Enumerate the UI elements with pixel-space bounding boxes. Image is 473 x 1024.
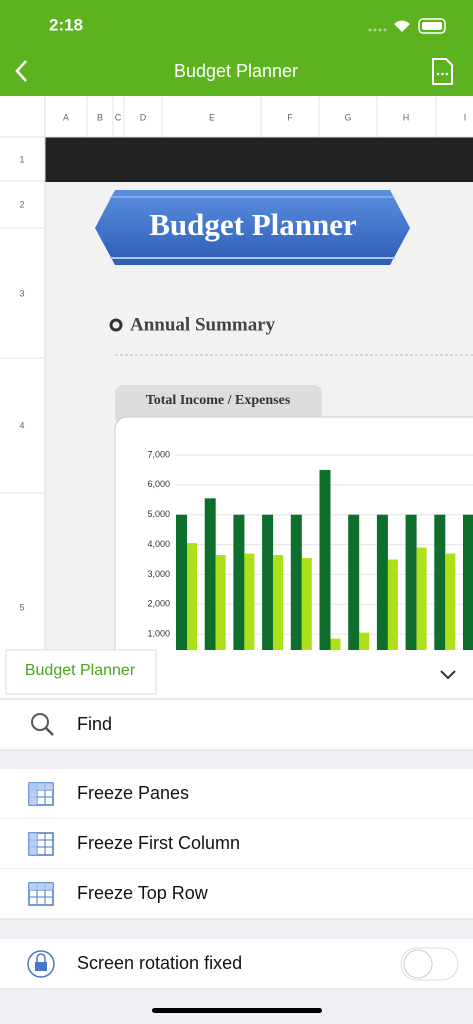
column-header: H xyxy=(403,112,410,122)
freeze-highlight xyxy=(29,783,37,805)
banner xyxy=(95,190,410,265)
bar xyxy=(176,514,187,650)
bar xyxy=(233,514,245,650)
menu-item-label: Freeze Panes xyxy=(77,783,189,803)
freeze-highlight xyxy=(29,883,53,890)
y-tick-label: 6,000 xyxy=(147,479,170,489)
search-icon xyxy=(31,713,49,731)
column-header: C xyxy=(115,112,122,122)
dark-band xyxy=(45,137,473,182)
nav-title: Budget Planner xyxy=(174,61,298,81)
column-header: E xyxy=(209,112,215,122)
bar xyxy=(416,547,427,650)
section-title: Annual Summary xyxy=(130,314,276,335)
bar xyxy=(359,632,370,650)
bar xyxy=(348,514,360,650)
row-header: 3 xyxy=(19,288,24,298)
bar xyxy=(187,543,197,650)
chart-tab xyxy=(115,385,322,425)
banner-title: Budget Planner xyxy=(149,207,357,242)
freeze-icon xyxy=(29,833,53,855)
bar xyxy=(330,638,341,650)
bar xyxy=(463,514,473,650)
header xyxy=(0,0,473,96)
menu-item[interactable] xyxy=(0,700,473,750)
file-button[interactable] xyxy=(432,58,453,85)
bar xyxy=(215,555,226,650)
freeze-highlight xyxy=(29,833,37,855)
menu-item[interactable] xyxy=(0,769,473,819)
rotation-icon xyxy=(27,950,55,978)
back-button[interactable] xyxy=(15,60,27,82)
bar xyxy=(434,514,446,650)
row-header: 5 xyxy=(19,602,24,612)
y-tick-label: 2,000 xyxy=(147,599,170,609)
bar xyxy=(376,514,388,650)
menu-item-label: Find xyxy=(77,714,112,734)
column-header: D xyxy=(140,112,147,122)
status-icons xyxy=(368,18,446,34)
bar xyxy=(405,514,417,650)
bar xyxy=(319,469,331,650)
column-header: A xyxy=(63,112,69,122)
y-tick-label: 1,000 xyxy=(147,629,170,639)
y-tick-label: 7,000 xyxy=(147,449,170,459)
sheet-tab[interactable] xyxy=(5,649,157,695)
column-header: G xyxy=(344,112,351,122)
row-header: 1 xyxy=(19,154,24,164)
menu-item-label: Freeze First Column xyxy=(77,833,240,853)
home-indicator xyxy=(152,1008,322,1013)
y-tick-label: 5,000 xyxy=(147,509,170,519)
rotation-icon xyxy=(35,962,47,971)
bar xyxy=(387,559,398,650)
y-tick-label: 4,000 xyxy=(147,539,170,549)
bar xyxy=(273,555,284,650)
freeze-highlight xyxy=(29,783,53,790)
y-tick-label: 3,000 xyxy=(147,569,170,579)
menu-item-label: Screen rotation fixed xyxy=(77,953,242,973)
toggle-knob xyxy=(403,949,433,979)
rotation-icon xyxy=(36,953,46,962)
menu-item-label: Freeze Top Row xyxy=(77,883,209,903)
bar xyxy=(244,553,255,650)
row-header: 2 xyxy=(19,199,24,209)
menu-item[interactable] xyxy=(0,869,473,919)
chart-title: Total Income / Expenses xyxy=(146,393,291,408)
bar xyxy=(445,553,456,650)
menu-item[interactable] xyxy=(0,819,473,869)
column-header: I xyxy=(464,112,467,122)
row-header: 4 xyxy=(19,420,24,430)
time: 2:18 xyxy=(49,15,83,34)
sheet-tab-label: Budget Planner xyxy=(25,662,136,679)
bar xyxy=(262,514,274,650)
bar xyxy=(204,498,216,650)
search-icon xyxy=(45,727,54,736)
bar xyxy=(290,514,302,650)
column-header: B xyxy=(97,112,103,122)
collapse-button[interactable] xyxy=(440,670,456,680)
column-header: F xyxy=(287,112,293,122)
menu-item[interactable] xyxy=(0,939,473,989)
bar xyxy=(301,558,312,650)
